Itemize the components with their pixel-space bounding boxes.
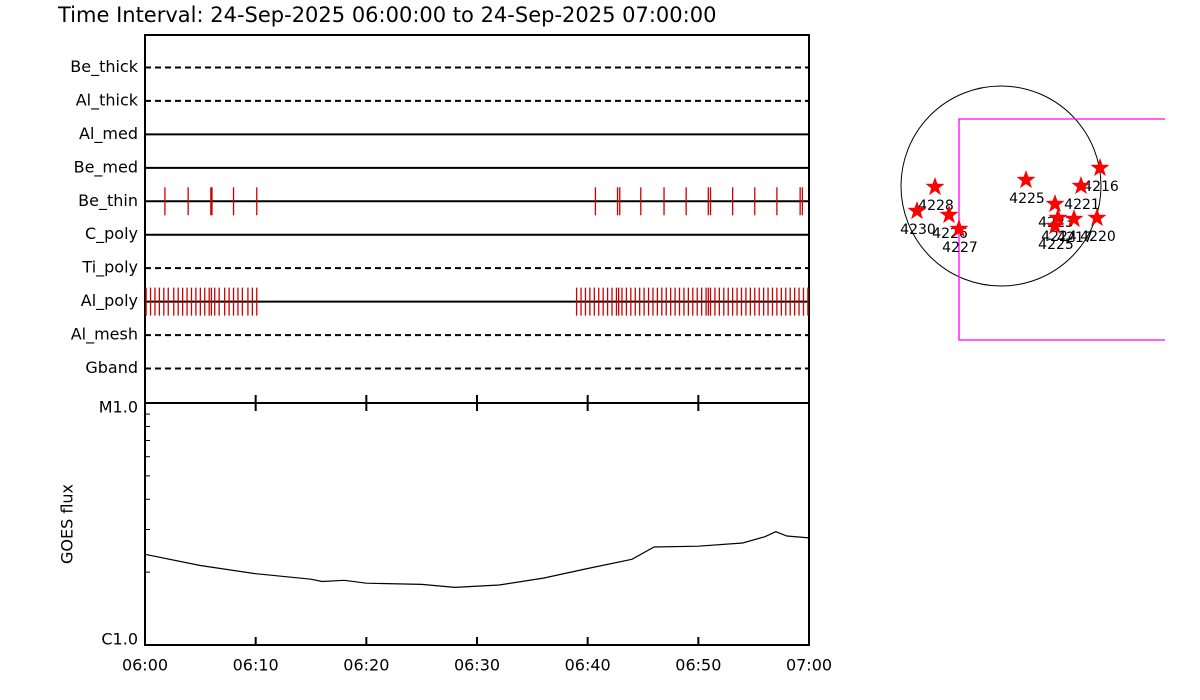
x-tick-label: 06:10 — [233, 656, 279, 675]
y-tick-label: M1.0 — [99, 398, 138, 417]
region-label: 4221 — [1064, 197, 1100, 213]
row-label: Al_med — [79, 124, 138, 144]
region-label: 4225 — [1009, 191, 1045, 207]
region-label: 4227 — [942, 240, 978, 256]
region-label: 4225 — [1038, 237, 1074, 253]
row-label: Al_mesh — [71, 325, 138, 345]
region-star — [1048, 208, 1068, 227]
row-label: Gband — [85, 358, 138, 377]
region-star — [939, 205, 959, 224]
x-tick-label: 06:20 — [343, 656, 389, 675]
row-label: Al_poly — [81, 291, 138, 311]
region-star — [1016, 170, 1036, 189]
y-tick-label: C1.0 — [101, 630, 138, 649]
y-axis-label: GOES flux — [58, 484, 77, 564]
row-label: Al_thick — [76, 90, 139, 110]
row-label: Be_thick — [70, 57, 138, 77]
row-label: Be_thin — [78, 191, 138, 211]
solar-disk — [900, 85, 1102, 287]
region-star — [949, 219, 969, 238]
x-tick-label: 07:00 — [786, 656, 832, 675]
region-star — [1045, 216, 1065, 235]
region-label: 4220 — [1080, 229, 1116, 245]
title: Time Interval: 24-Sep-2025 06:00:00 to 2… — [57, 3, 716, 27]
region-label: 4230 — [900, 222, 936, 238]
x-tick-label: 06:40 — [565, 656, 611, 675]
row-label: C_poly — [85, 224, 138, 244]
region-star — [1090, 158, 1110, 177]
events-frame — [144, 34, 810, 404]
region-label: 4228 — [918, 198, 954, 214]
region-star — [907, 201, 927, 220]
region-label: 4217 — [1057, 230, 1093, 246]
region-star — [1087, 208, 1107, 227]
region-star — [1045, 194, 1065, 213]
row-label: Be_med — [74, 157, 138, 177]
x-tick-label: 06:30 — [454, 656, 500, 675]
region-label: 4216 — [1083, 179, 1119, 195]
region-star — [1064, 209, 1084, 228]
row-label: Ti_poly — [81, 258, 138, 278]
region-star — [1071, 176, 1091, 195]
flux-line — [144, 531, 810, 589]
region-star — [925, 177, 945, 196]
flux-frame — [144, 402, 810, 646]
x-tick-label: 06:00 — [122, 656, 168, 675]
x-tick-label: 06:50 — [675, 656, 721, 675]
